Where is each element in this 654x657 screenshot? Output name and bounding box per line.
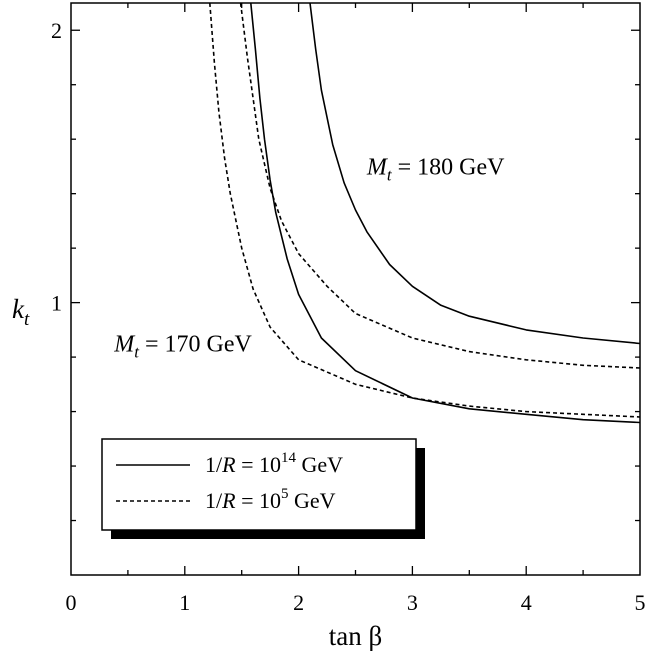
annotation-symbol: M xyxy=(113,332,136,358)
series-line-4-dashed xyxy=(209,3,640,418)
annotation-text: = 170 GeV xyxy=(139,332,253,358)
y-tick-label: 1 xyxy=(51,291,62,316)
series-line-3-dashed xyxy=(239,3,640,369)
series-line-2-solid xyxy=(250,3,640,424)
annotation-text: = 180 GeV xyxy=(392,155,506,181)
legend-exponent: 14 xyxy=(281,450,297,466)
x-tick-label: 3 xyxy=(407,590,418,615)
legend-prefix: 1/ xyxy=(205,488,223,513)
x-tick-label: 4 xyxy=(521,590,532,615)
x-tick-label: 5 xyxy=(635,590,646,615)
x-axis-title: tan β xyxy=(329,621,382,651)
legend-suffix: GeV xyxy=(289,488,336,513)
y-axis-title-sub: t xyxy=(24,309,30,330)
y-axis-title-main: k xyxy=(12,294,25,324)
legend-box xyxy=(101,438,417,531)
x-tick-label: 2 xyxy=(293,590,304,615)
series-layer xyxy=(209,3,640,424)
legend-symbol: R xyxy=(221,488,236,513)
legend-label-solid: 1/R = 1014 GeV xyxy=(205,450,343,477)
annotation-subscript: t xyxy=(134,343,140,362)
annotation-symbol: M xyxy=(366,155,389,181)
legend-label-dashed: 1/R = 105 GeV xyxy=(205,486,336,513)
x-tick-label: 0 xyxy=(66,590,77,615)
annotation-mt170: Mt = 170 GeV xyxy=(113,332,252,362)
legend-mid: = 10 xyxy=(236,452,281,477)
legend-symbol: R xyxy=(221,452,236,477)
legend-prefix: 1/ xyxy=(205,452,223,477)
ticks xyxy=(71,3,640,575)
annotation-mt180: Mt = 180 GeV xyxy=(366,155,505,185)
annotation-subscript: t xyxy=(387,166,393,185)
series-line-1-solid xyxy=(309,3,640,345)
x-tick-label: 1 xyxy=(179,590,190,615)
legend-suffix: GeV xyxy=(296,452,343,477)
y-tick-label: 2 xyxy=(51,18,62,43)
legend-mid: = 10 xyxy=(236,488,281,513)
legend-exponent: 5 xyxy=(281,486,289,502)
y-axis-title: kt xyxy=(12,294,30,330)
